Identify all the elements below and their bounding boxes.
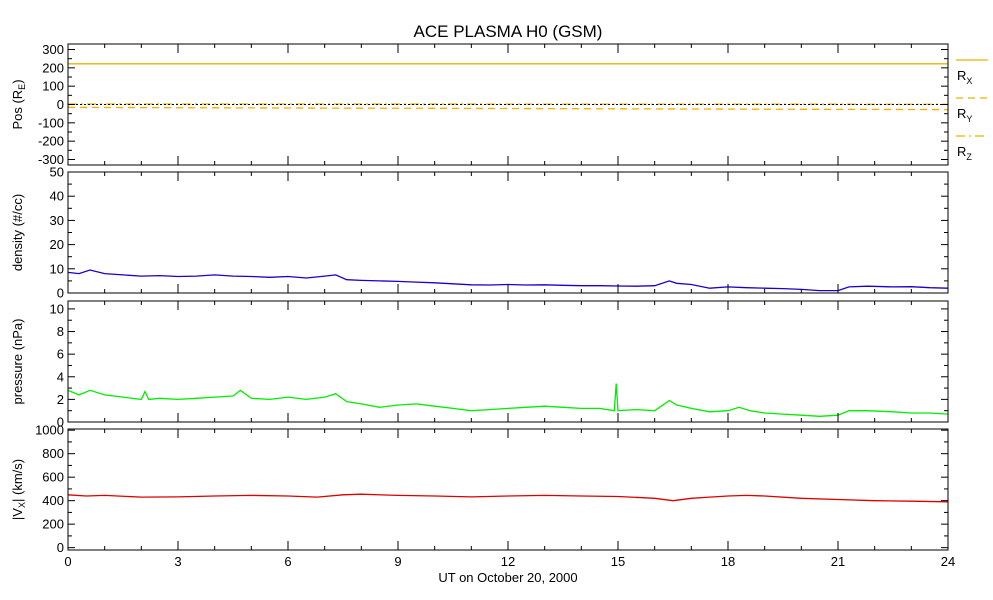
x-tick-label: 0 xyxy=(64,554,71,569)
x-tick-label: 21 xyxy=(831,554,845,569)
y-tick-label-pressure: 2 xyxy=(57,392,64,407)
series-line-position-1 xyxy=(67,106,949,111)
x-tick-label: 3 xyxy=(174,554,181,569)
y-axis-label-end: ) xyxy=(10,79,25,83)
y-tick-label-position: -200 xyxy=(38,134,64,149)
panel-density: 0 10 20 30 40 50 density (#/cc) xyxy=(10,165,949,301)
y-axis-label-main: |V xyxy=(10,508,25,520)
y-axis-label-subscript: X xyxy=(17,502,27,508)
y-tick-label-density: 40 xyxy=(50,189,64,204)
y-axis-label-velocity: |VX| (km/s) xyxy=(10,459,27,520)
panel-frame-velocity xyxy=(67,428,949,551)
y-axis-label-subscript: E xyxy=(17,84,27,90)
y-tick-label-pressure: 4 xyxy=(57,369,64,384)
y-tick-label-density: 20 xyxy=(50,237,64,252)
y-tick-label-velocity: 600 xyxy=(42,470,64,485)
y-axis-label-pressure: pressure (nPa) xyxy=(10,319,25,405)
y-tick-label-pressure: 6 xyxy=(57,347,64,362)
y-tick-label-density: 10 xyxy=(50,261,64,276)
series-line-pressure-0 xyxy=(67,383,949,417)
y-tick-label-density: 50 xyxy=(50,165,64,180)
y-tick-label-position: 200 xyxy=(42,60,64,75)
panel-frame-density xyxy=(67,171,949,294)
y-tick-label-pressure: 0 xyxy=(57,415,64,430)
y-tick-label-velocity: 800 xyxy=(42,446,64,461)
chart-title: ACE PLASMA H0 (GSM) xyxy=(414,22,603,41)
y-tick-label-density: 0 xyxy=(57,286,64,301)
y-axis-label-position: Pos (RE) xyxy=(10,79,27,129)
y-tick-label-position: 300 xyxy=(42,42,64,57)
x-tick-labels: 0 3 6 9 12 15 18 21 24 xyxy=(64,554,955,569)
y-tick-label-position: 0 xyxy=(57,97,64,112)
x-tick-label: 24 xyxy=(941,554,955,569)
y-tick-label-velocity: 200 xyxy=(42,517,64,532)
legend-label-x: RX xyxy=(957,68,972,86)
legend-label-y: RY xyxy=(957,106,972,124)
x-tick-label: 9 xyxy=(394,554,401,569)
y-tick-label-velocity: 1000 xyxy=(35,423,64,438)
y-axis-label-main: density (#/cc) xyxy=(10,194,25,271)
y-tick-label-pressure: 8 xyxy=(57,324,64,339)
panel-frame-pressure xyxy=(67,300,949,423)
y-tick-label-position: 100 xyxy=(42,79,64,94)
y-tick-label-position: -100 xyxy=(38,115,64,130)
y-axis-label-main: Pos (R xyxy=(10,90,25,130)
y-tick-label-velocity: 400 xyxy=(42,493,64,508)
legend-label-z: RZ xyxy=(957,144,972,162)
series-line-density-0 xyxy=(67,269,949,292)
y-tick-label-position: -300 xyxy=(38,152,64,167)
x-tick-label: 12 xyxy=(501,554,515,569)
panel-pressure: 0 2 4 6 8 10 pressure (nPa) xyxy=(10,300,949,430)
x-tick-label: 6 xyxy=(284,554,291,569)
legend: RX RY RZ xyxy=(956,59,988,162)
panel-velocity: 0 200 400 600 800 1000 |VX| (km/s) xyxy=(10,423,949,555)
y-tick-label-velocity: 0 xyxy=(57,540,64,555)
x-axis-label: UT on October 20, 2000 xyxy=(438,570,577,585)
x-tick-label: 15 xyxy=(611,554,625,569)
series-line-velocity-0 xyxy=(67,493,949,503)
y-tick-label-pressure: 10 xyxy=(50,301,64,316)
y-tick-label-density: 30 xyxy=(50,213,64,228)
x-tick-label: 18 xyxy=(721,554,735,569)
y-axis-label-density: density (#/cc) xyxy=(10,194,25,271)
y-axis-label-main: pressure (nPa) xyxy=(10,319,25,405)
y-axis-label-end: | (km/s) xyxy=(10,459,25,502)
